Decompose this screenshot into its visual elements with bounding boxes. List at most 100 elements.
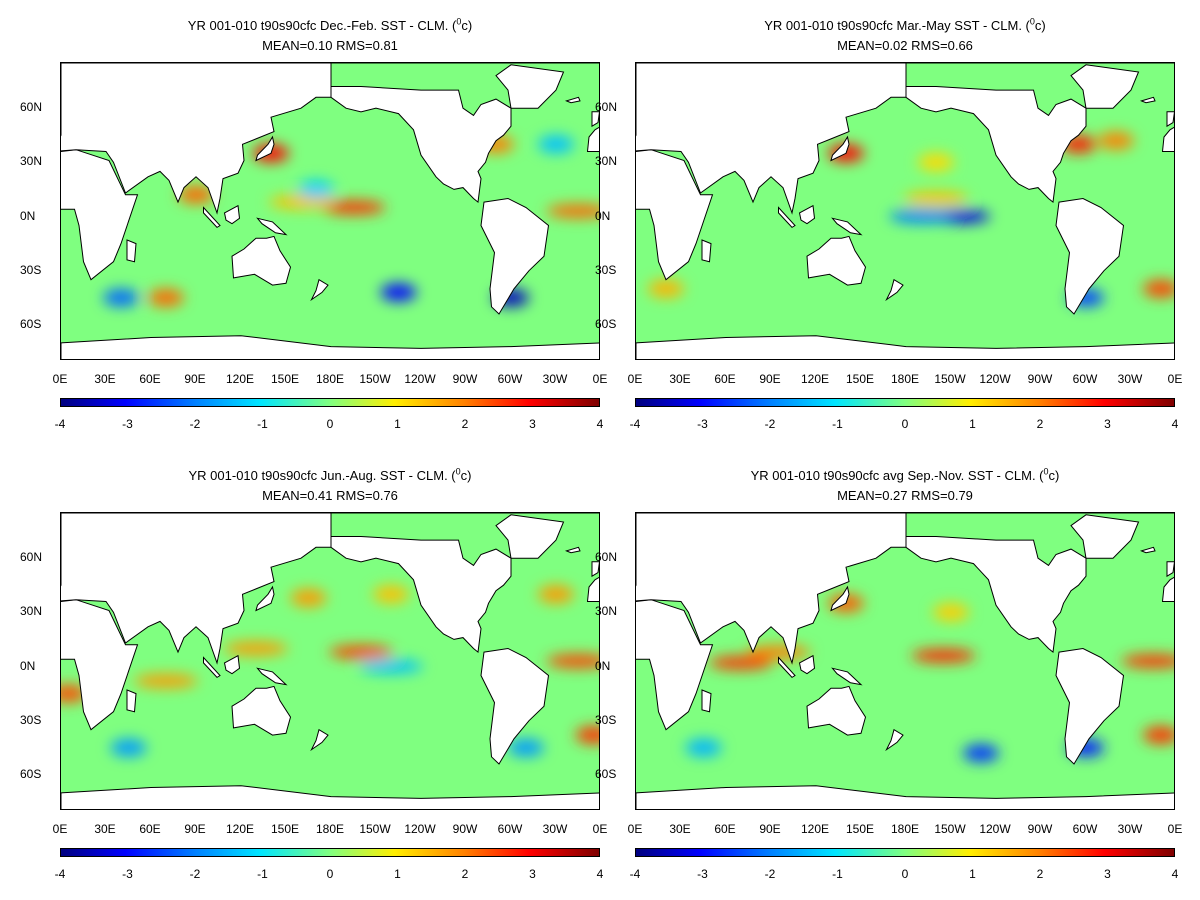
colorbar <box>60 848 600 857</box>
sst-anomaly-blob <box>321 200 386 215</box>
colorbar-tick-label: 0 <box>326 417 334 431</box>
lon-tick-label: 60W <box>497 822 523 836</box>
lon-tick-label: 150E <box>845 822 875 836</box>
landmass <box>1166 111 1174 128</box>
lat-tick-label: 60N <box>20 550 43 564</box>
sst-anomaly-blob <box>178 185 214 204</box>
sst-anomaly-blob <box>134 674 198 688</box>
landmass <box>61 599 139 731</box>
lon-tick-label: 120E <box>800 372 830 386</box>
sst-anomaly-blob <box>380 283 417 302</box>
colorbar-tick-label: -4 <box>54 417 66 431</box>
landmass <box>223 204 241 225</box>
landmass <box>1161 576 1174 602</box>
sst-anomaly-blob <box>963 744 999 763</box>
landmass <box>905 536 1087 654</box>
landmass <box>885 278 904 302</box>
landmass <box>586 126 599 152</box>
colorbar-tick-label: -3 <box>122 867 133 881</box>
landmass <box>330 536 512 654</box>
sst-anomaly-blob <box>290 588 327 607</box>
panel-title-text: YR 001-010 t90s90cfc avg Sep.-Nov. SST -… <box>750 468 1044 483</box>
landmass <box>564 96 581 104</box>
landmass <box>830 135 850 162</box>
lon-tick-label: 60E <box>714 372 736 386</box>
lat-tick-label: 30S <box>595 713 617 727</box>
sst-anomaly-blob <box>918 153 954 172</box>
landmass <box>1139 546 1156 554</box>
lon-tick-label: 0E <box>1167 372 1183 386</box>
landmass <box>1139 96 1156 104</box>
sst-anomaly-blob <box>546 204 599 219</box>
landmass <box>636 63 907 215</box>
land-mask <box>636 513 1174 809</box>
lon-tick-label: 180E <box>890 372 920 386</box>
colorbar-tick-label: -3 <box>122 417 133 431</box>
sst-anomaly-blob <box>373 585 409 604</box>
landmass <box>806 235 867 286</box>
colorbar-tick-label: 0 <box>901 417 909 431</box>
lon-tick-label: 150W <box>934 372 966 386</box>
lat-tick-label: 30N <box>595 154 618 168</box>
sst-anomaly-blob <box>148 288 184 307</box>
sst-anomaly-blob <box>685 738 722 757</box>
colorbar-tick-label: -4 <box>629 867 641 881</box>
sst-anomaly-blob <box>1098 131 1134 150</box>
colorbar-tick-label: 2 <box>1036 417 1044 431</box>
colorbar <box>635 848 1175 857</box>
landmass <box>564 546 581 554</box>
lat-tick-label: 0N <box>20 659 36 673</box>
lon-tick-label: 60W <box>1072 822 1098 836</box>
lat-tick-label: 60S <box>20 767 42 781</box>
landmass <box>61 785 599 809</box>
colorbar-tick-label: -4 <box>629 417 641 431</box>
lat-tick-label: 60S <box>20 317 42 331</box>
landmass <box>330 86 512 204</box>
landmass <box>586 576 599 602</box>
map-panel: YR 001-010 t90s90cfc Mar.-May SST - CLM.… <box>575 0 1182 450</box>
lon-tick-label: 120W <box>404 822 436 836</box>
lat-tick-label: 0N <box>20 209 36 223</box>
lat-tick-label: 30S <box>20 263 42 277</box>
landmass <box>256 667 288 686</box>
landmass <box>701 239 712 263</box>
lon-tick-label: 90E <box>759 372 781 386</box>
lon-tick-label: 90W <box>452 372 478 386</box>
lon-tick-label: 150E <box>270 372 300 386</box>
lon-tick-label: 0E <box>627 372 643 386</box>
colorbar <box>635 398 1175 407</box>
landmass <box>831 667 863 686</box>
lon-tick-label: 30E <box>669 372 691 386</box>
colorbar-tick-label: 1 <box>969 417 976 431</box>
panel-stats: MEAN=0.41 RMS=0.76 <box>262 488 398 503</box>
landmass <box>1166 561 1174 578</box>
landmass <box>61 335 599 359</box>
unit-tail: c) <box>1048 468 1060 483</box>
panel-stats: MEAN=0.10 RMS=0.81 <box>262 38 398 53</box>
colorbar-tick-label: 4 <box>1171 867 1179 881</box>
colorbar <box>60 398 600 407</box>
colorbar-tick-label: 0 <box>326 867 334 881</box>
land-mask <box>636 63 1174 359</box>
lat-tick-label: 30S <box>595 263 617 277</box>
colorbar-tick-label: 3 <box>529 867 536 881</box>
colorbar-tick-label: -3 <box>697 417 708 431</box>
colorbar-tick-label: -2 <box>764 417 776 431</box>
landmass <box>831 217 863 236</box>
lon-tick-label: 30W <box>1117 372 1143 386</box>
unit-tail: c) <box>1034 18 1046 33</box>
unit-superscript: 0 <box>1029 16 1035 27</box>
landmass <box>885 728 904 752</box>
landmass <box>636 599 714 731</box>
lon-tick-label: 30W <box>1117 822 1143 836</box>
landmass <box>126 689 137 713</box>
landmass <box>778 656 796 679</box>
colorbar-tick-label: 2 <box>461 417 469 431</box>
colorbar-tick-label: -2 <box>189 867 201 881</box>
sst-anomaly-blob <box>110 738 147 757</box>
lon-tick-label: 90E <box>759 822 781 836</box>
sst-map <box>60 512 600 810</box>
lon-tick-label: 90E <box>184 372 206 386</box>
panel-title-text: YR 001-010 t90s90cfc Dec.-Feb. SST - CLM… <box>187 18 457 33</box>
panel-title-text: YR 001-010 t90s90cfc Mar.-May SST - CLM.… <box>764 18 1030 33</box>
